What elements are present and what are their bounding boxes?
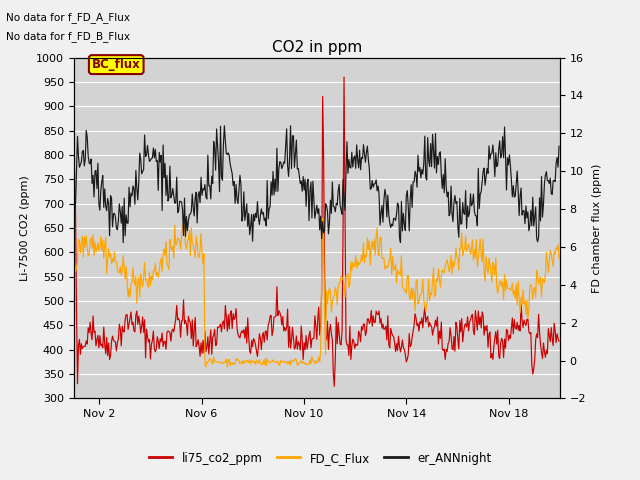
Text: BC_flux: BC_flux	[92, 58, 141, 71]
Y-axis label: FD chamber flux (ppm): FD chamber flux (ppm)	[592, 163, 602, 293]
Text: No data for f_FD_A_Flux: No data for f_FD_A_Flux	[6, 12, 131, 23]
Y-axis label: Li-7500 CO2 (ppm): Li-7500 CO2 (ppm)	[20, 175, 30, 281]
Text: No data for f_FD_B_Flux: No data for f_FD_B_Flux	[6, 31, 131, 42]
Title: CO2 in ppm: CO2 in ppm	[271, 40, 362, 55]
Legend: li75_co2_ppm, FD_C_Flux, er_ANNnight: li75_co2_ppm, FD_C_Flux, er_ANNnight	[144, 447, 496, 469]
